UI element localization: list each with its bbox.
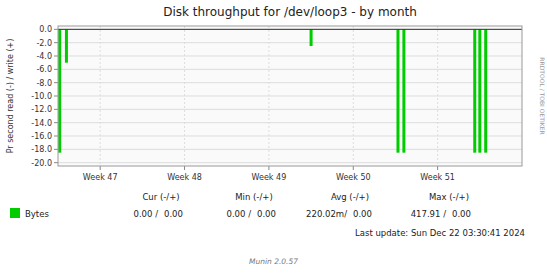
- zero-line: [58, 29, 522, 30]
- grid-line-x: [184, 26, 185, 166]
- tick-label-y: -18.0: [31, 145, 52, 154]
- stat-header: Cur (-/+): [142, 192, 179, 202]
- stat-write: 0.00: [452, 209, 471, 219]
- tick-y: [54, 136, 58, 137]
- tick-x: [353, 166, 354, 170]
- grid-line-y: [58, 109, 522, 110]
- bar: [65, 29, 68, 62]
- tick-y: [54, 82, 58, 83]
- tick-y: [54, 96, 58, 97]
- tick-label-y: -2.0: [36, 39, 52, 48]
- stat-read: 0.00 /: [134, 209, 159, 219]
- bar: [473, 29, 476, 152]
- tick-label-y: -4.0: [36, 52, 52, 61]
- tick-label-x: Week 47: [83, 173, 118, 182]
- tick-label-y: -10.0: [31, 92, 52, 101]
- grid-line-y: [58, 136, 522, 137]
- grid-line-y: [58, 96, 522, 97]
- stat-header: Max (-/+): [429, 192, 469, 202]
- grid-line-y: [58, 42, 522, 43]
- tick-label-x: Week 48: [167, 173, 202, 182]
- legend-label: Bytes: [25, 209, 49, 219]
- tick-label-y: -8.0: [36, 79, 52, 88]
- grid-line-y: [58, 162, 522, 163]
- grid-line-x: [353, 26, 354, 166]
- grid-line-y: [58, 69, 522, 70]
- tick-y: [54, 29, 58, 30]
- stat-write: 0.00: [164, 209, 183, 219]
- grid-line-y: [58, 122, 522, 123]
- legend-swatch: [10, 208, 20, 218]
- bar: [396, 29, 399, 152]
- tick-label-y: -16.0: [31, 132, 52, 141]
- grid-line-x: [100, 26, 101, 166]
- plot-frame: [58, 26, 522, 166]
- tick-y: [54, 149, 58, 150]
- marks: [58, 29, 487, 152]
- tick-x: [268, 166, 269, 170]
- tick-x: [437, 166, 438, 170]
- stat-read: 417.91 /: [411, 209, 446, 219]
- title: Disk throughput for /dev/loop3 - by mont…: [163, 5, 417, 19]
- stat-read: 0.00 /: [227, 209, 252, 219]
- tick-label-y: -12.0: [31, 105, 52, 114]
- bar: [310, 29, 313, 46]
- grid-line-x: [437, 26, 438, 166]
- tick-y: [54, 162, 58, 163]
- stat-write: 0.00: [257, 209, 276, 219]
- tick-x: [184, 166, 185, 170]
- stat-header: Min (-/+): [235, 192, 272, 202]
- tick-y: [54, 109, 58, 110]
- tick-label-x: Week 50: [336, 173, 371, 182]
- tick-y: [54, 56, 58, 57]
- tick-label-y: -14.0: [31, 119, 52, 128]
- tick-x: [100, 166, 101, 170]
- bar: [402, 29, 405, 152]
- chart: Disk throughput for /dev/loop3 - by mont…: [0, 0, 547, 275]
- tick-y: [54, 69, 58, 70]
- grid-line-y: [58, 29, 522, 30]
- tick-label-y: -6.0: [36, 65, 52, 74]
- tick-label-y: -20.0: [31, 159, 52, 168]
- grid-line-y: [58, 56, 522, 57]
- bar: [58, 29, 61, 152]
- last-update: Last update: Sun Dec 22 03:30:41 2024: [355, 228, 525, 238]
- grid-line-x: [268, 26, 269, 166]
- stat-header: Avg (-/+): [331, 192, 369, 202]
- footer-label: Munin 2.0.57: [249, 257, 298, 266]
- stat-write: 0.00: [353, 209, 372, 219]
- stat-read: 220.02m/: [306, 209, 347, 219]
- tick-label-x: Week 49: [252, 173, 287, 182]
- tick-y: [54, 42, 58, 43]
- grid-line-y: [58, 82, 522, 83]
- bar: [484, 29, 487, 152]
- side-label: RRDTOOL / TOBI OETIKER: [539, 57, 546, 134]
- tick-label-x: Week 51: [420, 173, 455, 182]
- grid-line-y: [58, 149, 522, 150]
- plot-area: [58, 26, 522, 166]
- bar: [478, 29, 481, 152]
- tick-y: [54, 122, 58, 123]
- tick-label-y: 0.0: [39, 25, 52, 34]
- y-axis-label: Pr second read (-) / write (+): [6, 39, 15, 154]
